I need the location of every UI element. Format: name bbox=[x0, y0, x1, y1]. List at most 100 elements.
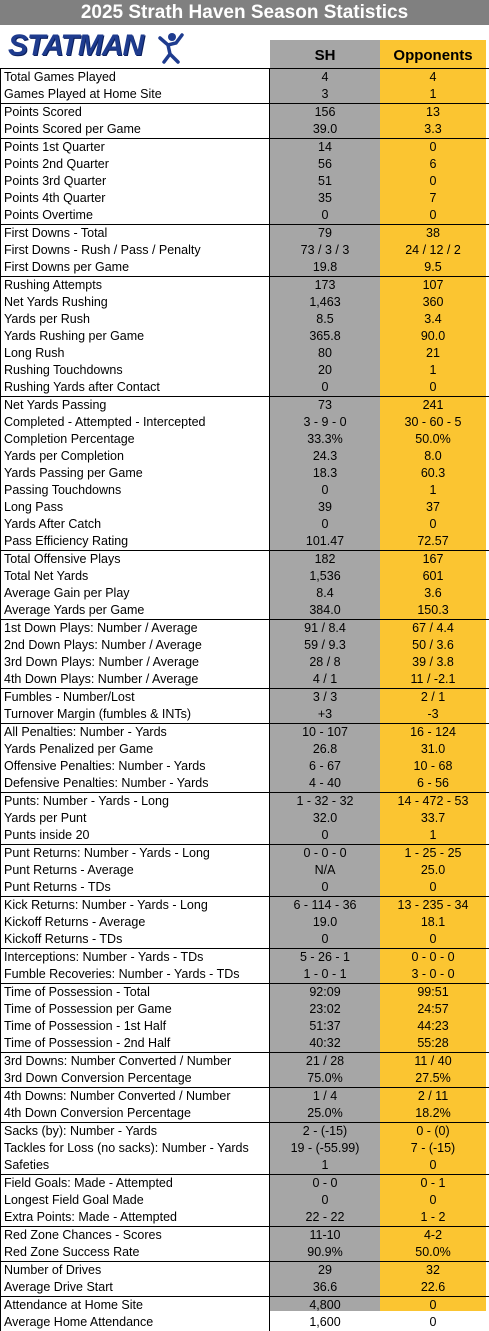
opponents-value: 11 / 40 bbox=[414, 1054, 452, 1068]
stats-table: Total Games Played 4 4 Games Played at Home… bbox=[0, 68, 489, 1331]
stat-label: Yards per Rush bbox=[0, 311, 270, 328]
stat-label: Passing Touchdowns bbox=[0, 482, 270, 499]
stat-row: Number of Drives 29 32 bbox=[0, 1262, 489, 1279]
stat-label: First Downs per Game bbox=[0, 259, 270, 276]
stat-group: Field Goals: Made - Attempted 0 - 0 0 - 1 L… bbox=[0, 1174, 489, 1226]
sh-value: 21 / 28 bbox=[305, 1054, 345, 1068]
stat-row: Defensive Penalties: Number - Yards 4 - 4… bbox=[0, 775, 489, 792]
opponents-value: 30 - 60 - 5 bbox=[404, 415, 462, 429]
opponents-value: 1 bbox=[429, 363, 437, 377]
stat-group: Punts: Number - Yards - Long 1 - 32 - 32 1… bbox=[0, 792, 489, 844]
opponents-value: -3 bbox=[427, 707, 439, 721]
stat-row: Fumble Recoveries: Number - Yards - TDs 1… bbox=[0, 966, 489, 983]
sh-value: 32.0 bbox=[312, 811, 338, 825]
stat-label: Points 3rd Quarter bbox=[0, 173, 270, 190]
stat-row: Time of Possession - Total 92:09 99:51 bbox=[0, 984, 489, 1001]
stat-row: Tackles for Loss (no sacks): Number - Ya… bbox=[0, 1140, 489, 1157]
opponents-value: 25.0 bbox=[420, 863, 446, 877]
opponents-value: 22.6 bbox=[420, 1280, 446, 1294]
sh-value: 0 bbox=[321, 828, 329, 842]
stat-row: Punt Returns: Number - Yards - Long 0 - 0… bbox=[0, 845, 489, 862]
stat-row: Average Home Attendance 1,600 0 bbox=[0, 1314, 489, 1331]
sh-value: 26.8 bbox=[312, 742, 338, 756]
stat-row: Average Yards per Game 384.0 150.3 bbox=[0, 602, 489, 619]
stat-group: 4th Downs: Number Converted / Number 1 / … bbox=[0, 1087, 489, 1122]
opponents-value: 50 / 3.6 bbox=[412, 638, 454, 652]
sh-value: 73 bbox=[318, 398, 332, 412]
stat-row: Punts inside 20 0 1 bbox=[0, 827, 489, 844]
sh-value: 1 - 32 - 32 bbox=[296, 794, 354, 808]
stat-row: Interceptions: Number - Yards - TDs 5 - 2… bbox=[0, 949, 489, 966]
sh-value: 19.8 bbox=[312, 260, 338, 274]
sh-value: 3 - 9 - 0 bbox=[303, 415, 347, 429]
stat-row: Yards Rushing per Game 365.8 90.0 bbox=[0, 328, 489, 345]
stat-label: Average Drive Start bbox=[0, 1279, 270, 1296]
stat-label: 3rd Down Plays: Number / Average bbox=[0, 654, 270, 671]
stat-label: Time of Possession - 2nd Half bbox=[0, 1035, 270, 1052]
opponents-value: 1 bbox=[429, 828, 437, 842]
opponents-value: 3.4 bbox=[424, 312, 442, 326]
opponents-value: 360 bbox=[422, 295, 444, 309]
opponents-value: 150.3 bbox=[417, 603, 449, 617]
stat-label: 4th Down Plays: Number / Average bbox=[0, 671, 270, 688]
stat-label: Points Scored bbox=[0, 104, 270, 121]
stat-label: Yards per Punt bbox=[0, 810, 270, 827]
sh-value: 6 - 67 bbox=[309, 759, 341, 773]
stat-label: Yards After Catch bbox=[0, 516, 270, 533]
opponents-value: 8.0 bbox=[424, 449, 442, 463]
stat-row: 3rd Downs: Number Converted / Number 21 /… bbox=[0, 1053, 489, 1070]
stat-row: Completed - Attempted - Intercepted 3 - 9… bbox=[0, 414, 489, 431]
opponents-value: 1 - 2 bbox=[420, 1210, 446, 1224]
stat-label: Pass Efficiency Rating bbox=[0, 533, 270, 550]
stat-row: Pass Efficiency Rating 101.47 72.57 bbox=[0, 533, 489, 550]
stat-row: Points 3rd Quarter 51 0 bbox=[0, 173, 489, 190]
opponents-value: 3.3 bbox=[424, 122, 442, 136]
stat-label: Average Gain per Play bbox=[0, 585, 270, 602]
stat-label: Long Rush bbox=[0, 345, 270, 362]
stat-label: Kickoff Returns - TDs bbox=[0, 931, 270, 948]
sh-value: 39 bbox=[318, 500, 332, 514]
stat-label: Extra Points: Made - Attempted bbox=[0, 1209, 270, 1226]
stat-label: Punt Returns - Average bbox=[0, 862, 270, 879]
sh-value: 0 bbox=[321, 517, 329, 531]
stat-row: Points Scored per Game 39.0 3.3 bbox=[0, 121, 489, 138]
stat-row: 3rd Down Conversion Percentage 75.0% 27.5% bbox=[0, 1070, 489, 1087]
stat-group: Punt Returns: Number - Yards - Long 0 - 0… bbox=[0, 844, 489, 896]
stat-row: Yards per Completion 24.3 8.0 bbox=[0, 448, 489, 465]
opponents-value: 107 bbox=[422, 278, 444, 292]
sh-value: 0 bbox=[321, 880, 329, 894]
sh-value: 19 - (-55.99) bbox=[290, 1141, 360, 1155]
stat-label: Total Games Played bbox=[0, 69, 270, 86]
opponents-value: 167 bbox=[422, 552, 444, 566]
sh-value: 1 bbox=[321, 1158, 329, 1172]
stat-row: First Downs - Total 79 38 bbox=[0, 225, 489, 242]
stat-label: Average Home Attendance bbox=[0, 1314, 270, 1331]
sh-value: 4 / 1 bbox=[312, 672, 338, 686]
stat-row: Average Drive Start 36.6 22.6 bbox=[0, 1279, 489, 1296]
stat-row: 2nd Down Plays: Number / Average 59 / 9.3… bbox=[0, 637, 489, 654]
stat-row: 4th Downs: Number Converted / Number 1 / … bbox=[0, 1088, 489, 1105]
sh-value: 384.0 bbox=[309, 603, 341, 617]
stat-label: 1st Down Plays: Number / Average bbox=[0, 620, 270, 637]
opponents-value: 32 bbox=[426, 1263, 440, 1277]
stat-row: Games Played at Home Site 3 1 bbox=[0, 86, 489, 103]
stat-label: First Downs - Rush / Pass / Penalty bbox=[0, 242, 270, 259]
stat-label: Rushing Touchdowns bbox=[0, 362, 270, 379]
sh-value: 5 - 26 - 1 bbox=[299, 950, 351, 964]
opponents-value: 0 bbox=[429, 1298, 437, 1312]
opponents-value: 18.1 bbox=[420, 915, 446, 929]
sh-value: 173 bbox=[314, 278, 336, 292]
sh-value: 1 - 0 - 1 bbox=[303, 967, 347, 981]
opponents-value: 13 - 235 - 34 bbox=[397, 898, 469, 912]
sh-value: 22 - 22 bbox=[305, 1210, 345, 1224]
sh-value: 33.3% bbox=[307, 432, 343, 446]
stat-group: Points 1st Quarter 14 0 Points 2nd Quarter 5… bbox=[0, 138, 489, 224]
stat-label: Net Yards Rushing bbox=[0, 294, 270, 311]
stat-row: Total Games Played 4 4 bbox=[0, 69, 489, 86]
opponents-value: 44:23 bbox=[417, 1019, 449, 1033]
stat-label: Tackles for Loss (no sacks): Number - Ya… bbox=[0, 1140, 270, 1157]
sh-value: 10 - 107 bbox=[302, 725, 348, 739]
sh-value: 0 bbox=[321, 483, 329, 497]
stat-label: Red Zone Success Rate bbox=[0, 1244, 270, 1261]
